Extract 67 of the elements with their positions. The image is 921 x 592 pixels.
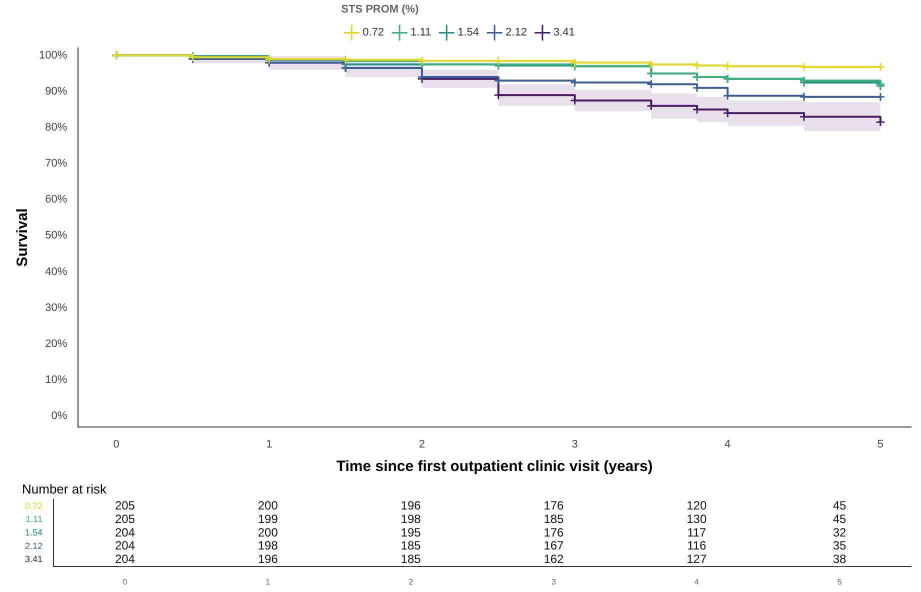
x-tick-label: 4 <box>694 577 700 586</box>
x-tick-label: 5 <box>837 577 842 586</box>
data-label: 176 <box>544 525 564 540</box>
data-label: 45 <box>832 512 847 526</box>
y-tick-label: 40% <box>45 266 68 278</box>
data-label: 204 <box>114 538 136 553</box>
y-tick-label: 3.41 <box>24 554 43 564</box>
y-tick-label: 100% <box>38 49 68 62</box>
y-tick-label: 1.11 <box>26 514 43 524</box>
y-axis-title: Survival <box>14 208 32 267</box>
x-tick-label: 5 <box>877 438 884 450</box>
data-label: 176 <box>544 498 564 513</box>
x-tick-label: 4 <box>724 438 731 450</box>
y-tick-label: 30% <box>45 302 68 314</box>
y-tick-label: 2.12 <box>24 540 43 551</box>
data-label: 205 <box>114 512 136 526</box>
x-tick-label: 0 <box>122 577 128 586</box>
y-tick-label: 0% <box>51 410 68 422</box>
y-tick-label: 50% <box>45 230 68 242</box>
data-label: 199 <box>258 512 278 526</box>
data-label: 45 <box>832 498 847 513</box>
y-tick-label: 60% <box>45 194 68 206</box>
x-tick-label: 2 <box>408 577 414 586</box>
legend-label: 0.72 <box>362 26 384 39</box>
data-label: 167 <box>544 538 564 553</box>
data-label: 162 <box>544 552 564 566</box>
data-label: 200 <box>258 498 278 513</box>
legend-title: STS PROM (%) <box>341 4 420 16</box>
data-label: 185 <box>544 512 564 526</box>
y-tick-label: 1.54 <box>24 527 43 538</box>
chart-title: Number at risk <box>22 481 108 496</box>
y-tick-label: 70% <box>45 158 68 170</box>
x-tick-label: 0 <box>113 438 120 450</box>
data-label: 195 <box>400 525 422 540</box>
data-label: 116 <box>687 538 707 553</box>
data-label: 198 <box>400 512 422 526</box>
data-label: 196 <box>400 498 422 513</box>
x-axis-title: Time since first outpatient clinic visit (years) <box>336 458 653 476</box>
data-label: 198 <box>258 538 278 553</box>
data-label: 204 <box>114 552 136 566</box>
data-label: 196 <box>258 552 278 566</box>
y-tick-label: 20% <box>45 338 68 350</box>
x-tick-label: 2 <box>418 438 426 450</box>
data-label: 120 <box>686 498 707 513</box>
data-label: 205 <box>114 498 136 513</box>
data-label: 204 <box>114 525 136 540</box>
data-label: 185 <box>400 538 422 553</box>
data-label: 200 <box>258 525 278 540</box>
y-tick-label: 0.72 <box>24 500 43 511</box>
x-tick-label: 1 <box>266 577 271 586</box>
data-label: 130 <box>686 512 707 526</box>
data-label: 35 <box>832 538 847 553</box>
data-label: 32 <box>832 525 847 540</box>
x-tick-label: 3 <box>572 438 578 450</box>
legend-label: 2.12 <box>506 26 527 39</box>
legend-label: 1.54 <box>458 26 480 39</box>
data-label: 117 <box>687 525 707 540</box>
data-label: 185 <box>400 552 422 566</box>
x-tick-label: 1 <box>266 438 272 450</box>
x-tick-label: 3 <box>551 577 556 586</box>
y-tick-label: 80% <box>45 122 68 134</box>
legend-label: 3.41 <box>553 26 575 39</box>
data-label: 127 <box>686 552 707 566</box>
data-label: 38 <box>832 552 847 566</box>
legend-label: 1.11 <box>410 26 432 39</box>
y-tick-label: 90% <box>45 86 68 98</box>
y-tick-label: 10% <box>45 374 68 386</box>
